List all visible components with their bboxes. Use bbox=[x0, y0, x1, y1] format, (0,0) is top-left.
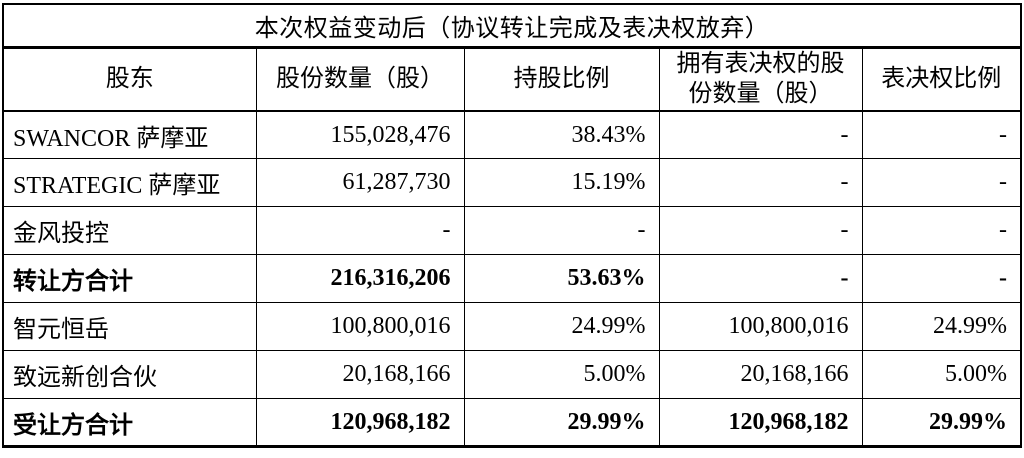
share-pct-cell: 5.00% bbox=[463, 350, 660, 400]
voting-pct-cell: - bbox=[861, 206, 1022, 256]
voting-pct-cell: 24.99% bbox=[861, 302, 1022, 352]
table-row: SWANCOR 萨摩亚 155,028,476 38.43% - - bbox=[2, 110, 1022, 160]
shareholder-name-cell: 金风投控 bbox=[2, 206, 257, 256]
voting-pct-cell: 29.99% bbox=[861, 398, 1022, 448]
column-header-shareholder: 股东 bbox=[2, 46, 257, 112]
shareholder-name-cell: STRATEGIC 萨摩亚 bbox=[2, 158, 257, 208]
shareholding-table: 本次权益变动后（协议转让完成及表决权放弃） 股东 股份数量（股） 持股比例 拥有… bbox=[2, 3, 1023, 449]
shares-cell: 120,968,182 bbox=[255, 398, 465, 448]
shareholder-name-cell: SWANCOR 萨摩亚 bbox=[2, 110, 257, 160]
column-header-voting-pct: 表决权比例 bbox=[861, 46, 1022, 112]
shareholder-name-cell: 受让方合计 bbox=[2, 398, 257, 448]
table-body: SWANCOR 萨摩亚 155,028,476 38.43% - - STRAT… bbox=[2, 110, 1022, 448]
shareholder-name-cell: 智元恒岳 bbox=[2, 302, 257, 352]
shares-cell: - bbox=[255, 206, 465, 256]
share-pct-cell: 15.19% bbox=[463, 158, 660, 208]
voting-shares-cell: 120,968,182 bbox=[658, 398, 863, 448]
voting-shares-cell: 100,800,016 bbox=[658, 302, 863, 352]
share-pct-cell: 29.99% bbox=[463, 398, 660, 448]
table-row: 致远新创合伙 20,168,166 5.00% 20,168,166 5.00% bbox=[2, 350, 1022, 400]
voting-shares-cell: - bbox=[658, 158, 863, 208]
table-row: 智元恒岳 100,800,016 24.99% 100,800,016 24.9… bbox=[2, 302, 1022, 352]
table-title-row: 本次权益变动后（协议转让完成及表决权放弃） bbox=[2, 3, 1022, 49]
voting-shares-cell: 20,168,166 bbox=[658, 350, 863, 400]
shareholder-name-cell: 转让方合计 bbox=[2, 254, 257, 304]
shares-cell: 20,168,166 bbox=[255, 350, 465, 400]
table-row: STRATEGIC 萨摩亚 61,287,730 15.19% - - bbox=[2, 158, 1022, 208]
shares-cell: 100,800,016 bbox=[255, 302, 465, 352]
shareholder-name-cell: 致远新创合伙 bbox=[2, 350, 257, 400]
voting-shares-cell: - bbox=[658, 110, 863, 160]
voting-shares-cell: - bbox=[658, 254, 863, 304]
table-row: 金风投控 - - - - bbox=[2, 206, 1022, 256]
share-pct-cell: 24.99% bbox=[463, 302, 660, 352]
table-row: 转让方合计 216,316,206 53.63% - - bbox=[2, 254, 1022, 304]
voting-pct-cell: 5.00% bbox=[861, 350, 1022, 400]
shares-cell: 61,287,730 bbox=[255, 158, 465, 208]
column-header-voting-shares: 拥有表决权的股份数量（股） bbox=[658, 46, 863, 112]
voting-pct-cell: - bbox=[861, 110, 1022, 160]
shares-cell: 216,316,206 bbox=[255, 254, 465, 304]
voting-pct-cell: - bbox=[861, 254, 1022, 304]
share-pct-cell: 38.43% bbox=[463, 110, 660, 160]
column-header-shares: 股份数量（股） bbox=[255, 46, 465, 112]
share-pct-cell: 53.63% bbox=[463, 254, 660, 304]
voting-pct-cell: - bbox=[861, 158, 1022, 208]
voting-shares-cell: - bbox=[658, 206, 863, 256]
table-row: 受让方合计 120,968,182 29.99% 120,968,182 29.… bbox=[2, 398, 1022, 448]
column-header-share-pct: 持股比例 bbox=[463, 46, 660, 112]
table-header-row: 股东 股份数量（股） 持股比例 拥有表决权的股份数量（股） 表决权比例 bbox=[2, 46, 1022, 112]
shares-cell: 155,028,476 bbox=[255, 110, 465, 160]
table-title: 本次权益变动后（协议转让完成及表决权放弃） bbox=[2, 3, 1022, 49]
share-pct-cell: - bbox=[463, 206, 660, 256]
